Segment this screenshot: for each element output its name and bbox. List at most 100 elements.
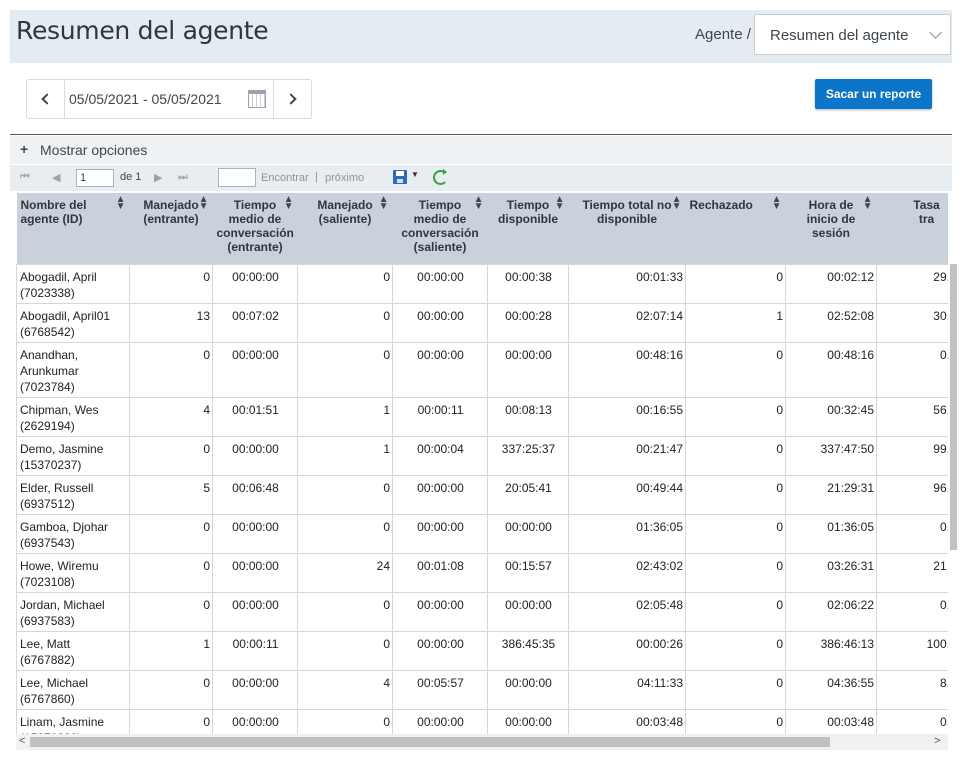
first-page-icon[interactable]: ⏮ <box>20 171 30 183</box>
page-number-input[interactable]: 1 <box>76 169 114 187</box>
table-row[interactable]: Lee, Matt (6767882) 1 00:00:11 0 00:00:00 386… <box>16 630 948 671</box>
last-page-icon[interactable]: ⏭ <box>178 171 188 183</box>
table-row[interactable]: Demo, Jasmine (15370237) 0 00:00:00 1 00:00:… <box>16 435 948 476</box>
horizontal-scrollbar[interactable]: < > <box>16 734 948 750</box>
column-header-label: medio de <box>413 212 467 226</box>
scroll-right-icon[interactable]: > <box>934 735 941 747</box>
column-header[interactable]: Manejado (entrante) ▲ ▼ <box>129 193 213 264</box>
agent-name-cell: Elder, Russell (6937512) <box>16 474 130 515</box>
refresh-icon[interactable] <box>433 169 448 185</box>
column-header[interactable]: Tiempo total no disponible ▲ ▼ <box>568 193 686 264</box>
table-cell: 21.06% <box>876 552 948 593</box>
find-next-link[interactable]: próximo <box>325 172 365 184</box>
export-dropdown-icon[interactable]: ▼ <box>411 170 419 179</box>
table-cell: 30.59% <box>876 302 948 343</box>
scroll-left-icon[interactable]: < <box>19 735 26 747</box>
column-header-label: conversación <box>216 226 294 240</box>
table-cell: 1 <box>685 302 786 343</box>
column-header[interactable]: Hora de inicio de sesión ▲ ▼ <box>785 193 877 264</box>
table-cell: 0.00% <box>876 341 948 398</box>
agent-name-cell: Demo, Jasmine (15370237) <box>16 435 130 476</box>
column-header-label: Tasa <box>913 198 940 212</box>
column-header[interactable]: Tiempo medio de conversación (entrante) ▲ ▼ <box>212 193 298 264</box>
sort-icon[interactable]: ▲ ▼ <box>771 194 782 212</box>
column-header-label: sesión <box>811 226 850 240</box>
column-header[interactable]: Nombre del agente (ID) ▲ ▼ <box>16 193 130 264</box>
table-row[interactable]: Anandhan, Arunkumar (7023784) 0 00:00:00 0 0… <box>16 341 948 398</box>
column-header-label: disponible <box>498 212 558 226</box>
table-cell: 0 <box>685 708 786 734</box>
sort-icon[interactable]: ▲ ▼ <box>198 194 209 212</box>
table-cell: 0 <box>129 435 213 476</box>
table-cell: 00:00:00 <box>392 263 488 304</box>
table-row[interactable]: Howe, Wiremu (7023108) 0 00:00:00 24 00:01:0… <box>16 552 948 593</box>
table-cell: 96.14% <box>876 474 948 515</box>
show-options-toggle[interactable]: + Mostrar opciones <box>10 136 952 164</box>
find-input[interactable] <box>218 168 256 187</box>
table-cell: 0 <box>685 552 786 593</box>
calendar-icon[interactable] <box>248 90 266 108</box>
table-cell: 00:21:47 <box>568 435 686 476</box>
table-cell: 00:16:55 <box>568 396 686 437</box>
show-options-label: Mostrar opciones <box>40 142 148 158</box>
date-range-input[interactable]: 05/05/2021 - 05/05/2021 <box>69 91 222 107</box>
vertical-scrollbar[interactable] <box>948 264 958 734</box>
column-header[interactable]: Rechazado ▲ ▼ <box>685 193 786 264</box>
previous-date-button[interactable] <box>27 80 65 118</box>
table-cell: 00:07:02 <box>212 302 298 343</box>
table-row[interactable]: Abogadil, April01 (6768542) 13 00:07:02 0 00… <box>16 302 948 343</box>
column-header-label: Nombre del <box>20 198 87 212</box>
page-count: de 1 <box>120 171 142 183</box>
export-save-icon[interactable] <box>393 170 407 184</box>
table-cell: 8.61% <box>876 669 948 710</box>
table-cell: 00:00:00 <box>487 591 569 632</box>
horizontal-scroll-thumb[interactable] <box>30 737 830 747</box>
table-row[interactable]: Elder, Russell (6937512) 5 00:06:48 0 00:00:… <box>16 474 948 515</box>
sort-icon[interactable]: ▲ ▼ <box>115 194 126 212</box>
table-cell: 00:00:00 <box>212 552 298 593</box>
next-date-button[interactable] <box>273 80 311 118</box>
agent-report-select[interactable]: Resumen del agente <box>754 14 951 55</box>
sort-icon[interactable]: ▲ ▼ <box>473 194 484 212</box>
column-header[interactable]: Tiempo disponible ▲ ▼ <box>487 193 569 264</box>
column-header-label: conversación <box>401 226 479 240</box>
column-header[interactable]: Tiempo medio de conversación (saliente) ▲ ▼ <box>392 193 488 264</box>
table-row[interactable]: Abogadil, April (7023338) 0 00:00:00 0 00:00… <box>16 263 948 304</box>
column-header[interactable]: Tasa tra <box>876 193 948 264</box>
find-link[interactable]: Encontrar <box>261 172 309 184</box>
sort-icon[interactable]: ▲ ▼ <box>554 194 565 212</box>
table-cell: 02:43:02 <box>568 552 686 593</box>
table-cell: 00:00:38 <box>487 263 569 304</box>
table-cell: 00:00:00 <box>392 474 488 515</box>
table-cell: 00:00:28 <box>487 302 569 343</box>
sort-icon[interactable]: ▲ ▼ <box>283 194 294 212</box>
previous-page-icon[interactable]: ◀ <box>52 172 61 184</box>
sort-icon[interactable]: ▲ ▼ <box>671 194 682 212</box>
table-cell: 00:00:00 <box>392 513 488 554</box>
next-page-icon[interactable]: ▶ <box>154 172 163 184</box>
column-header-label: (entrante) <box>143 212 199 226</box>
table-row[interactable]: Chipman, Wes (2629194) 4 00:01:51 1 00:00:11… <box>16 396 948 437</box>
table-cell: 00:00:00 <box>212 669 298 710</box>
table-cell: 1 <box>129 630 213 671</box>
table-cell: 00:01:51 <box>212 396 298 437</box>
table-cell: 00:00:11 <box>212 630 298 671</box>
vertical-scroll-thumb[interactable] <box>950 264 957 550</box>
table-row[interactable]: Jordan, Michael (6937583) 0 00:00:00 0 00:00… <box>16 591 948 632</box>
sort-icon[interactable]: ▲ ▼ <box>862 194 873 212</box>
chevron-right-icon <box>285 93 297 105</box>
table-cell: 0 <box>685 263 786 304</box>
table-row[interactable]: Gamboa, Djohar (6937543) 0 00:00:00 0 00:00:… <box>16 513 948 554</box>
run-report-button[interactable]: Sacar un reporte <box>815 79 932 109</box>
table-cell: 0 <box>297 630 393 671</box>
table-cell: 00:00:11 <box>392 396 488 437</box>
table-row[interactable]: Linam, Jasmine (15370209)000:00:00000:00… <box>16 708 948 734</box>
sort-icon[interactable]: ▲ ▼ <box>378 194 389 212</box>
column-header[interactable]: Manejado (saliente) ▲ ▼ <box>297 193 393 264</box>
table-cell: 56.26% <box>876 396 948 437</box>
table-cell: 0 <box>129 591 213 632</box>
table-row[interactable]: Lee, Michael (6767860) 0 00:00:00 4 00:05:57… <box>16 669 948 710</box>
table-cell: 00:48:16 <box>785 341 877 398</box>
column-header-label: (saliente) <box>318 212 372 226</box>
column-header-label: (saliente) <box>413 240 467 254</box>
